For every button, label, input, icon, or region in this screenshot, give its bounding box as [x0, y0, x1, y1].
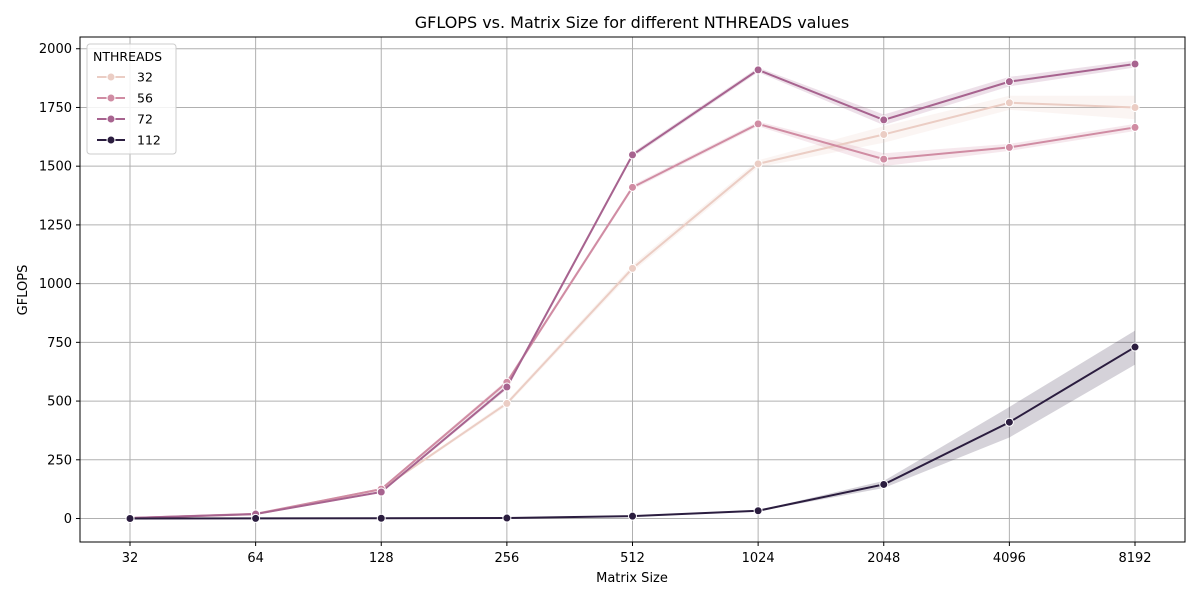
x-tick-label: 2048	[867, 551, 900, 566]
series-112-point	[125, 514, 135, 524]
x-tick-label: 64	[247, 551, 264, 566]
series-112-point	[1130, 342, 1140, 352]
x-tick-label: 4096	[993, 551, 1026, 566]
x-tick-label: 32	[122, 551, 139, 566]
series-32-point	[879, 129, 889, 139]
legend-marker-112	[106, 135, 116, 145]
y-tick-label: 1250	[39, 218, 72, 233]
legend-title: NTHREADS	[93, 49, 162, 64]
series-112-point	[879, 479, 889, 489]
legend-box	[86, 43, 177, 155]
series-112-point	[251, 513, 261, 523]
series-112-point	[753, 506, 763, 516]
series-112-point	[376, 513, 386, 523]
legend: NTHREADS 32 56 72 112	[86, 43, 177, 155]
legend-label-72: 72	[137, 112, 153, 127]
y-tick-label: 2000	[39, 42, 72, 57]
series-32-point	[1130, 102, 1140, 112]
x-tick-label: 8192	[1118, 551, 1151, 566]
y-tick-label: 250	[47, 453, 72, 468]
series-markers	[125, 59, 1140, 524]
series-72-point	[502, 382, 512, 392]
y-tick-label: 1000	[39, 277, 72, 292]
series-112-point	[628, 511, 637, 521]
series-56-point	[628, 182, 637, 192]
x-tick-label: 256	[494, 551, 519, 566]
x-tick-label: 128	[369, 551, 394, 566]
x-axis-ticks: 32 64 128 256 512 1024 2048 4096 8192	[122, 542, 1152, 566]
series-32-point	[1004, 98, 1014, 108]
legend-marker-56	[106, 93, 116, 103]
series-72-point	[376, 487, 386, 497]
series-112-point	[502, 513, 512, 523]
x-axis-title: Matrix Size	[596, 571, 668, 586]
series-32-point	[628, 263, 637, 273]
y-tick-label: 500	[47, 395, 72, 410]
legend-label-56: 56	[137, 91, 153, 106]
series-112-point	[1004, 417, 1014, 427]
y-tick-label: 1500	[39, 160, 72, 175]
series-56-point	[879, 154, 889, 164]
legend-marker-32	[106, 72, 116, 82]
x-tick-label: 1024	[742, 551, 775, 566]
y-tick-label: 0	[64, 512, 72, 527]
series-56-point	[753, 119, 763, 129]
legend-label-112: 112	[137, 133, 161, 148]
y-axis-ticks: 0 250 500 750 1000 1250 1500 1750 2000	[39, 42, 80, 527]
series-32-point	[502, 398, 512, 408]
series-72-point	[1004, 77, 1014, 87]
y-tick-label: 750	[47, 336, 72, 351]
series-72-point	[628, 150, 637, 160]
y-tick-label: 1750	[39, 101, 72, 116]
series-72-point	[879, 115, 889, 125]
series-72-point	[753, 65, 763, 75]
legend-marker-72	[106, 114, 116, 124]
series-32-point	[753, 159, 763, 169]
chart-title: GFLOPS vs. Matrix Size for different NTH…	[415, 13, 849, 32]
series-56-point	[1004, 142, 1014, 152]
legend-label-32: 32	[137, 70, 153, 85]
x-tick-label: 512	[620, 551, 645, 566]
series-72-point	[1130, 59, 1140, 69]
series-56-point	[1130, 122, 1140, 132]
y-axis-title: GFLOPS	[16, 265, 31, 316]
